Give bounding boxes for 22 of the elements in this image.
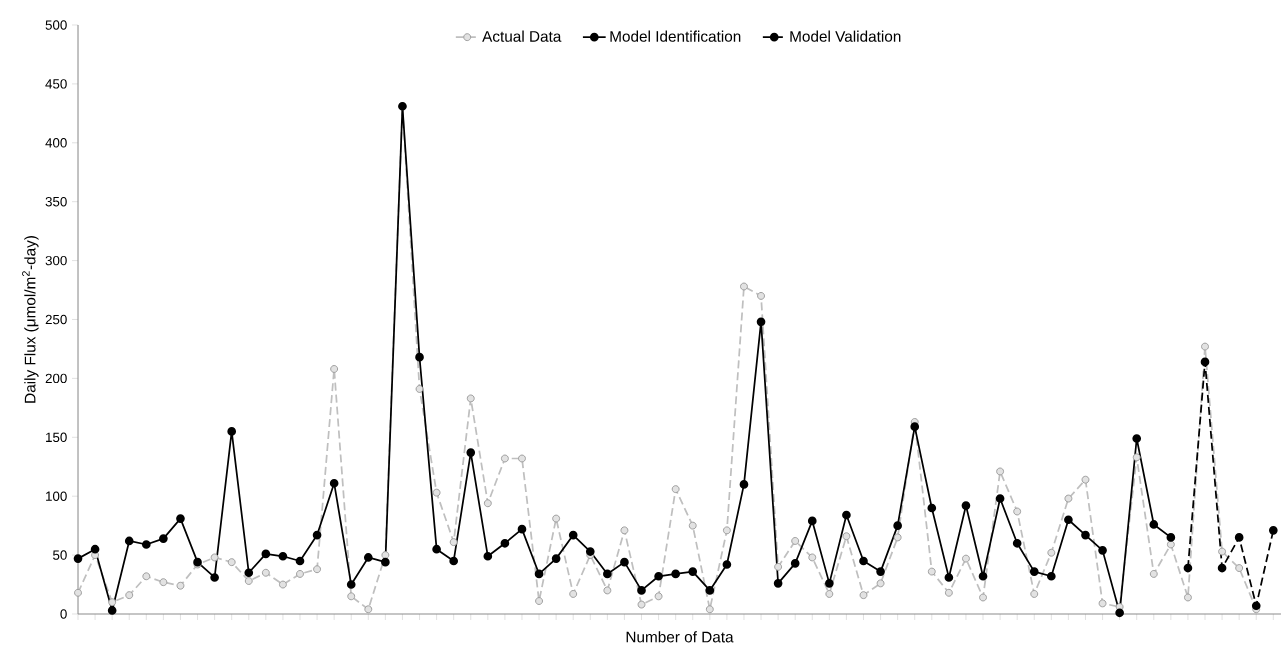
- point: [1217, 563, 1227, 573]
- legend-label: Model Validation: [790, 30, 901, 42]
- y-tick-label: 100: [46, 491, 67, 501]
- y-tick-label: 450: [45, 79, 67, 89]
- legend-label: Actual Data: [482, 30, 562, 42]
- point: [1234, 533, 1244, 542]
- x-axis-title: Number of Data: [626, 631, 734, 643]
- y-tick-label: 150: [46, 432, 67, 442]
- point: [1183, 563, 1193, 573]
- y-tick-label: 300: [45, 255, 67, 266]
- y-axis-title: Daily Flux (μmol/m$^{2}$-day): [22, 236, 39, 403]
- point: [1200, 357, 1210, 367]
- legend-label: Model Identification: [610, 30, 741, 42]
- y-tick-label: 50: [53, 550, 67, 560]
- y-tick-label: 250: [45, 314, 67, 325]
- point: [1268, 526, 1278, 535]
- y-tick-label: 0: [60, 609, 67, 619]
- y-tick-label: 400: [45, 138, 67, 148]
- point: [1251, 601, 1261, 611]
- y-tick-label: 350: [45, 196, 67, 207]
- y-tick-label: 200: [45, 373, 67, 384]
- y-tick-label: 500: [45, 20, 67, 30]
